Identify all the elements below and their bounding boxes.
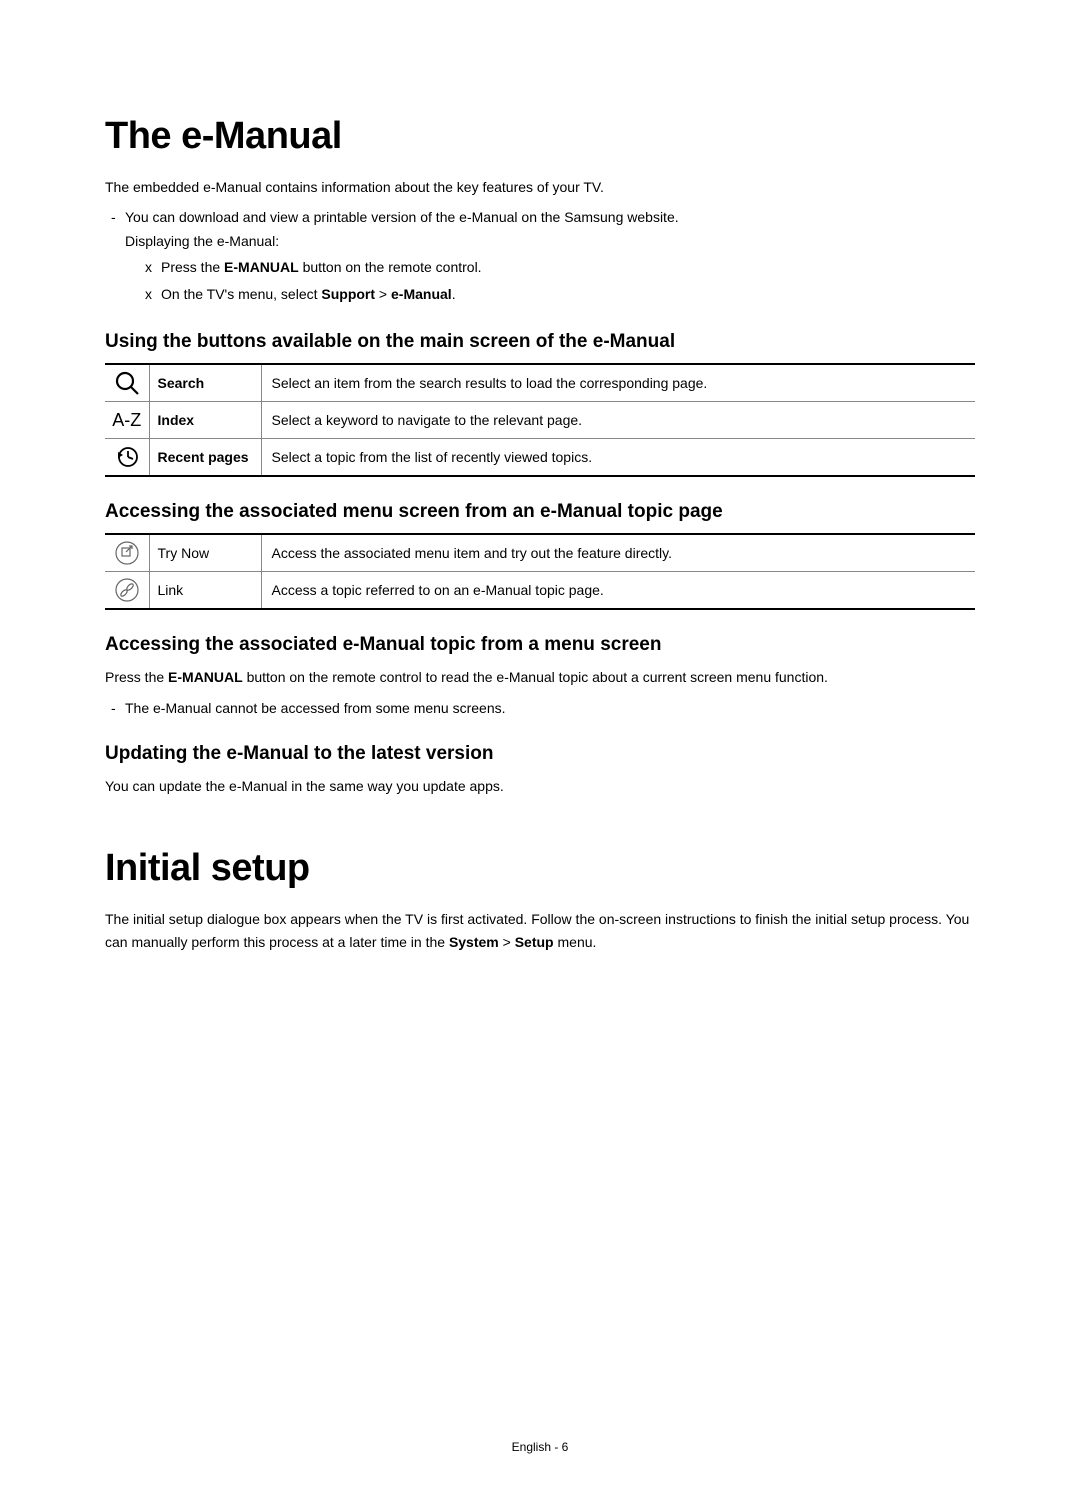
recent-icon xyxy=(105,439,149,477)
label-link: Link xyxy=(149,572,261,610)
section-title-buttons: Using the buttons available on the main … xyxy=(105,331,975,353)
desc-link: Access a topic referred to on an e-Manua… xyxy=(261,572,975,610)
intro-text: The embedded e-Manual contains informati… xyxy=(105,176,975,198)
table-topic-buttons: Try Now Access the associated menu item … xyxy=(105,533,975,610)
text-update: You can update the e-Manual in the same … xyxy=(105,775,975,797)
table-row: Search Select an item from the search re… xyxy=(105,364,975,402)
section-title-associated-menu: Accessing the associated menu screen fro… xyxy=(105,501,975,523)
note-cannot-access: The e-Manual cannot be accessed from som… xyxy=(105,697,975,719)
search-icon xyxy=(105,364,149,402)
section-title-from-menu: Accessing the associated e-Manual topic … xyxy=(105,634,975,656)
heading-initial-setup: Initial setup xyxy=(105,847,975,890)
page-footer: English - 6 xyxy=(0,1440,1080,1454)
desc-search: Select an item from the search results t… xyxy=(261,364,975,402)
link-icon xyxy=(105,572,149,610)
desc-try-now: Access the associated menu item and try … xyxy=(261,534,975,572)
document-page: The e-Manual The embedded e-Manual conta… xyxy=(0,0,1080,953)
text-initial-setup: The initial setup dialogue box appears w… xyxy=(105,908,975,953)
try-now-icon xyxy=(105,534,149,572)
label-index: Index xyxy=(149,402,261,439)
text-press-emanual: Press the E-MANUAL button on the remote … xyxy=(105,666,975,688)
table-row: Try Now Access the associated menu item … xyxy=(105,534,975,572)
desc-recent: Select a topic from the list of recently… xyxy=(261,439,975,477)
desc-index: Select a keyword to navigate to the rele… xyxy=(261,402,975,439)
table-main-buttons: Search Select an item from the search re… xyxy=(105,363,975,477)
section-from-menu: Accessing the associated e-Manual topic … xyxy=(105,634,975,719)
sub-displaying: Displaying the e-Manual: xyxy=(105,229,975,254)
section-title-updating: Updating the e-Manual to the latest vers… xyxy=(105,743,975,765)
label-search: Search xyxy=(149,364,261,402)
note-download: You can download and view a printable ve… xyxy=(105,206,975,228)
az-icon: A-Z xyxy=(105,402,149,439)
label-recent: Recent pages xyxy=(149,439,261,477)
table-row: Link Access a topic referred to on an e-… xyxy=(105,572,975,610)
table-row: Recent pages Select a topic from the lis… xyxy=(105,439,975,477)
table-row: A-Z Index Select a keyword to navigate t… xyxy=(105,402,975,439)
label-try-now: Try Now xyxy=(149,534,261,572)
step-press-button: Press the E-MANUAL button on the remote … xyxy=(105,254,975,281)
step-menu-select: On the TV's menu, select Support > e-Man… xyxy=(105,281,975,308)
heading-emanual: The e-Manual xyxy=(105,115,975,158)
